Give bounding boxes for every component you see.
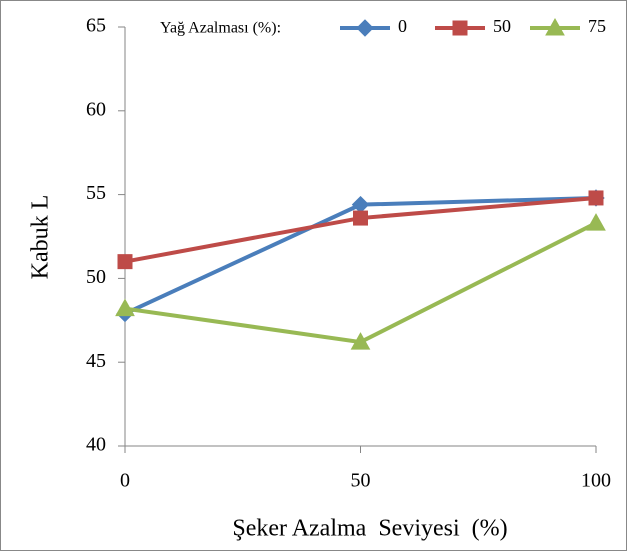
x-tick-label: 0 [120,470,130,492]
legend-marker [356,19,374,37]
legend-title: Yağ Azalması (%): [160,20,281,37]
y-tick-label: 60 [86,98,106,120]
marker [115,298,135,317]
legend-label: 75 [588,16,606,36]
legend-label: 50 [493,16,511,36]
legend-marker [452,20,468,36]
y-tick-label: 45 [86,350,106,372]
x-tick-label: 50 [351,470,371,492]
marker [586,213,606,231]
x-axis-label: Şeker Azalma Seviyesi (%) [232,516,507,542]
marker [353,210,368,226]
y-tick-label: 65 [86,15,106,37]
x-tick-label: 100 [581,470,611,492]
legend-marker [545,17,565,36]
y-tick-label: 55 [86,182,106,204]
y-tick-label: 50 [86,266,106,288]
y-tick-label: 40 [86,434,106,456]
marker [588,190,604,206]
marker [117,254,133,270]
y-axis-label: Kabuk L [28,195,54,280]
marker [350,332,371,350]
legend-label: 0 [398,16,407,36]
